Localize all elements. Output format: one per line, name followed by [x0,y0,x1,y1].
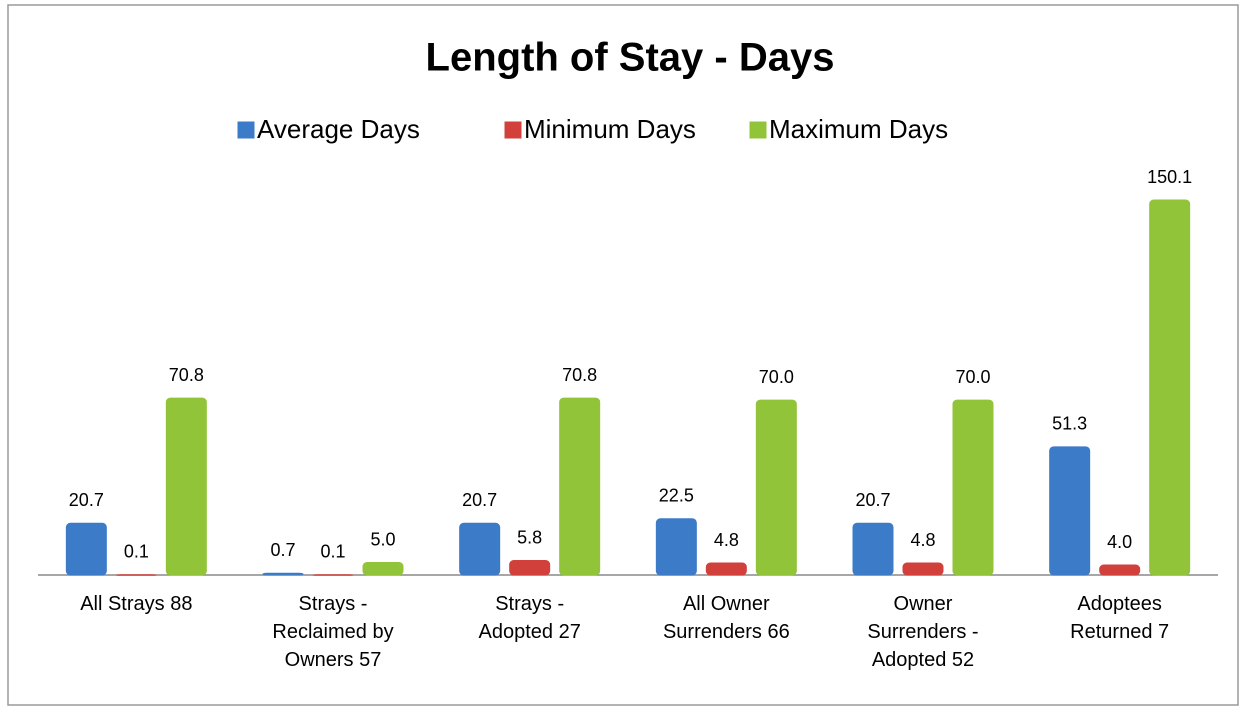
value-label: 70.8 [562,365,597,385]
bar [902,562,944,576]
chart-frame [7,4,1239,706]
x-tick-label: Owner Surrenders -Adopted 52 [867,593,978,671]
value-label: 5.0 [370,529,395,549]
legend-swatch [237,121,255,139]
x-tick-label: Adoptees Returned 7 [1070,593,1169,643]
bar [165,397,207,576]
value-label: 70.8 [169,365,204,385]
chart-title: Length of Stay - Days [426,36,835,80]
x-tick-label: All Strays 88 [80,593,192,615]
value-label: 0.7 [270,540,295,560]
legend-label: Average Days [257,114,420,144]
x-tick-label: Strays -Reclaimed by Owners 57 [272,593,393,671]
legend-swatch [504,121,522,139]
value-label: 51.3 [1052,414,1087,434]
bar [115,574,157,576]
bar [952,399,994,576]
bar [262,572,304,576]
value-label: 20.7 [462,490,497,510]
value-label: 70.0 [955,367,990,387]
value-label: 0.1 [320,542,345,562]
bar [362,562,404,576]
bar [559,397,601,576]
bar [705,562,747,576]
bar [312,574,354,576]
value-label: 4.8 [910,530,935,550]
bar [1099,564,1141,576]
x-tick-label: All Owner Surrenders 66 [663,593,790,643]
bar [852,522,894,576]
value-label: 4.0 [1107,532,1132,552]
bar [755,399,797,576]
bar [509,560,551,576]
value-label: 70.0 [759,367,794,387]
value-label: 20.7 [69,490,104,510]
bar [655,518,697,576]
legend-swatch [749,121,767,139]
bar [459,522,501,576]
value-label: 22.5 [659,486,694,506]
bar [1049,446,1091,576]
value-label: 150.1 [1147,167,1192,187]
value-label: 4.8 [714,530,739,550]
value-label: 5.8 [517,527,542,547]
x-tick-label: Strays -Adopted 27 [479,593,581,643]
legend-label: Minimum Days [524,114,696,144]
legend-label: Maximum Days [769,114,948,144]
bar [65,522,107,576]
value-label: 0.1 [124,542,149,562]
bar [1149,199,1191,576]
value-label: 20.7 [855,490,890,510]
